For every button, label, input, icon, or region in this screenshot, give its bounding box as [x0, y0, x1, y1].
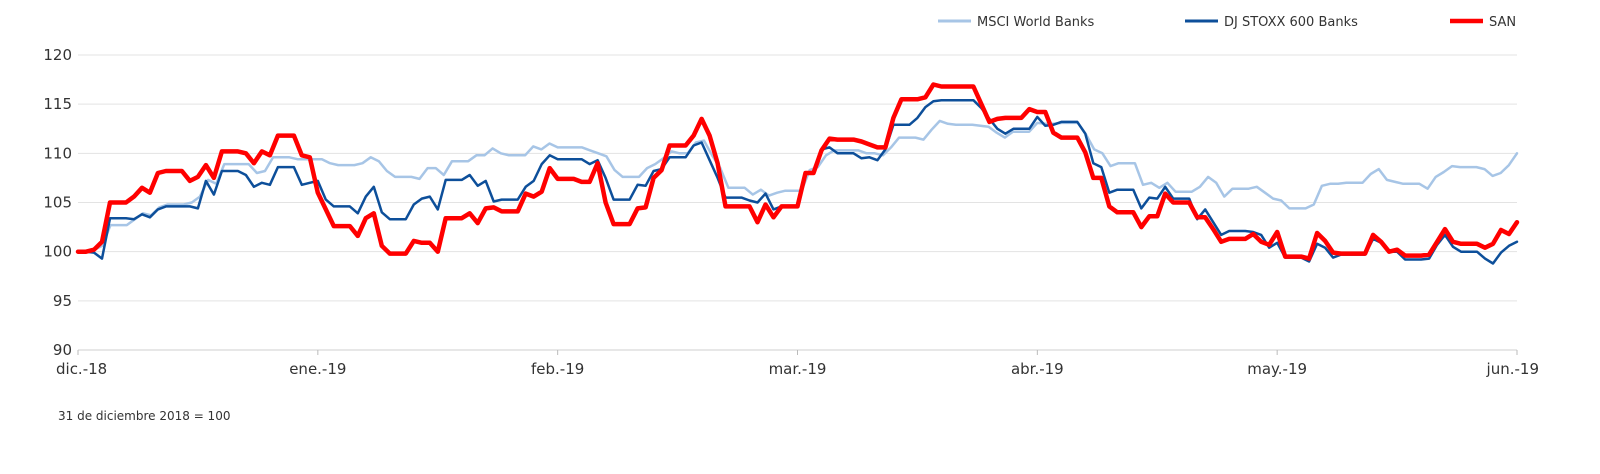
x-tick-label: jun.-19: [1486, 360, 1539, 378]
x-tick-label: abr.-19: [1011, 360, 1064, 378]
series-lines: [75, 82, 1520, 265]
chart-footnote: 31 de diciembre 2018 = 100: [58, 409, 231, 423]
series-line-msci-world-banks: [76, 119, 1519, 253]
axes: [77, 350, 1518, 355]
legend-label: MSCI World Banks: [977, 15, 1095, 30]
y-tick-label: 90: [53, 341, 72, 359]
x-tick-labels: dic.-18 ene.-19 feb.-19 mar.-19 abr.-19 may.-…: [56, 360, 1539, 378]
legend-label: SAN: [1489, 15, 1516, 30]
x-tick-label: ene.-19: [289, 360, 346, 378]
x-tick-label: dic.-18: [56, 360, 107, 378]
y-tick-label: 120: [43, 46, 72, 64]
y-tick-label: 100: [43, 243, 72, 261]
gridlines: [78, 54, 1517, 351]
y-tick-label: 95: [53, 292, 72, 310]
y-tick-label: 110: [43, 144, 72, 162]
series-line-san: [75, 82, 1520, 261]
x-tick-label: may.-19: [1247, 360, 1307, 378]
x-tick-label: mar.-19: [769, 360, 827, 378]
x-tick-label: feb.-19: [531, 360, 584, 378]
y-tick-label: 115: [43, 95, 72, 113]
legend-label: DJ STOXX 600 Banks: [1224, 15, 1358, 30]
legend: MSCI World Banks DJ STOXX 600 Banks SAN: [938, 15, 1516, 30]
series-line-dj-stoxx-600-banks: [76, 98, 1519, 265]
y-tick-label: 105: [43, 194, 72, 212]
y-tick-labels: 90 95 100 105 110 115 120: [43, 46, 72, 359]
